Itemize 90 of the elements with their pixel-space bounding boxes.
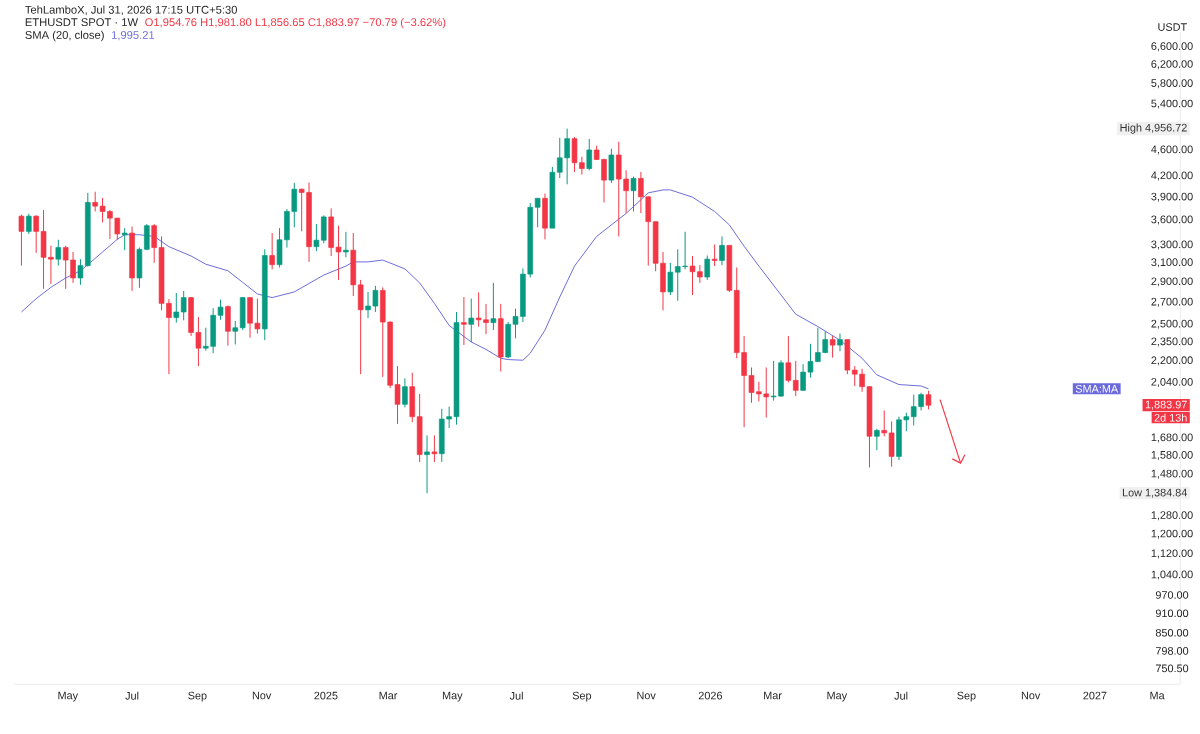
x-tick-label: Jul [125, 691, 139, 700]
y-tick-label: 1,200.00 [1151, 529, 1193, 539]
candlestick [837, 333, 843, 352]
y-tick-label: 3,100.00 [1151, 258, 1193, 268]
y-tick-label: 4,200.00 [1151, 171, 1193, 181]
x-tick-label: Mar [379, 691, 398, 700]
candlestick [925, 390, 932, 411]
y-tick-label: 5,800.00 [1151, 79, 1193, 89]
annotation: High 4,956.72 [1120, 123, 1187, 134]
candlestick [704, 255, 711, 281]
x-tick-label: 2025 [314, 691, 338, 700]
candlestick [490, 282, 497, 331]
y-tick-label: 2,040.00 [1151, 378, 1193, 388]
y-tick-label: 750.50 [1155, 664, 1189, 673]
candlestick [424, 435, 430, 494]
y-tick-label: 798.00 [1155, 647, 1189, 655]
x-tick-label: Sep [572, 691, 592, 702]
candlestick [55, 239, 62, 267]
y-tick-label: 2,900.00 [1151, 277, 1193, 287]
candlestick [26, 213, 32, 235]
y-tick-label: 970.00 [1155, 591, 1189, 600]
candlestick [630, 176, 637, 213]
candlestick [173, 292, 180, 324]
y-tick-label: 1,040.00 [1151, 570, 1193, 580]
x-tick-label: 2027 [1083, 691, 1107, 700]
candlestick [711, 244, 718, 267]
candlestick [269, 232, 275, 270]
y-tick-label: 3,900.00 [1151, 192, 1193, 202]
candlestick [785, 335, 792, 384]
y-tick-label: 3,600.00 [1151, 215, 1193, 225]
x-tick-label: May [58, 691, 79, 702]
annotation: 1,995.21 [111, 31, 155, 41]
x-tick-label: Nov [637, 691, 656, 700]
candlestick [313, 223, 320, 252]
y-tick-label: 6,200.00 [1151, 60, 1193, 70]
candlestick [792, 360, 799, 397]
y-tick-label: 2,200.00 [1151, 356, 1193, 366]
y-tick-label: 2,500.00 [1151, 319, 1193, 329]
x-tick-label: Mar [764, 691, 782, 700]
chart-title: ETHUSDT SPOT · 1W [25, 18, 139, 27]
chart-subtitle: O1,954.76 H1,981.80 L1,856.65 C1,883.97 −70.79 (−3.62%) [145, 18, 446, 29]
text: SMA (20, close) [25, 30, 104, 42]
annotation: 1,883.97 [1145, 400, 1187, 410]
y-tick-label: 1,680.00 [1151, 433, 1193, 443]
y-tick-label: 5,400.00 [1151, 99, 1193, 109]
x-tick-label: Nov [252, 691, 272, 700]
x-tick-label: Jul [894, 691, 908, 700]
y-tick-label: 2,700.00 [1151, 297, 1193, 307]
x-tick-label: Nov [1021, 691, 1041, 700]
candlestick [232, 320, 239, 346]
text: TehLamboX, Jul 31, 2026 17:15 UTC+5:30 [25, 5, 237, 16]
y-axis-title: USDT [1158, 23, 1187, 32]
candlestick [667, 262, 674, 296]
annotation: 2d 13h [1154, 413, 1187, 422]
y-tick-label: 3,300.00 [1151, 240, 1193, 250]
candlestick [343, 231, 349, 258]
y-tick-label: 1,120.00 [1151, 549, 1193, 559]
candlestick [888, 421, 895, 468]
y-tick-label: 850.00 [1155, 629, 1189, 637]
x-tick-label: 2026 [698, 691, 723, 700]
candlestick [180, 290, 187, 321]
y-tick-label: 1,580.00 [1151, 451, 1193, 461]
y-tick-label: 1,280.00 [1151, 511, 1193, 521]
candlestick [586, 138, 593, 171]
x-tick-label: Sep [188, 691, 207, 702]
candlestick [881, 410, 887, 437]
candlestick [468, 298, 475, 343]
x-tick-label: Sep [957, 691, 976, 702]
candlestick [874, 428, 880, 451]
candlestick [829, 335, 836, 359]
y-tick-label: 910.00 [1155, 609, 1189, 618]
x-tick-label: Ma [1150, 691, 1165, 700]
y-tick-label: 6,600.00 [1151, 42, 1193, 52]
candlestick [121, 227, 128, 251]
candlestick [321, 215, 327, 244]
candlestick [402, 377, 408, 409]
annotation: Low 1,384.84 [1122, 488, 1187, 498]
annotation: SMA:MA [1075, 385, 1119, 393]
candlestick [534, 197, 541, 228]
line-series [20, 189, 929, 390]
x-tick-label: May [442, 691, 463, 702]
candlestick [431, 435, 438, 463]
x-tick-label: Jul [509, 691, 523, 700]
y-tick-label: 4,600.00 [1151, 145, 1193, 155]
candlestick [18, 214, 25, 267]
y-tick-label: 2,350.00 [1151, 337, 1193, 347]
y-tick-label: 1,480.00 [1151, 469, 1193, 479]
x-tick-label: May [827, 691, 848, 702]
candlestick [461, 296, 467, 346]
candlestick [719, 236, 725, 266]
